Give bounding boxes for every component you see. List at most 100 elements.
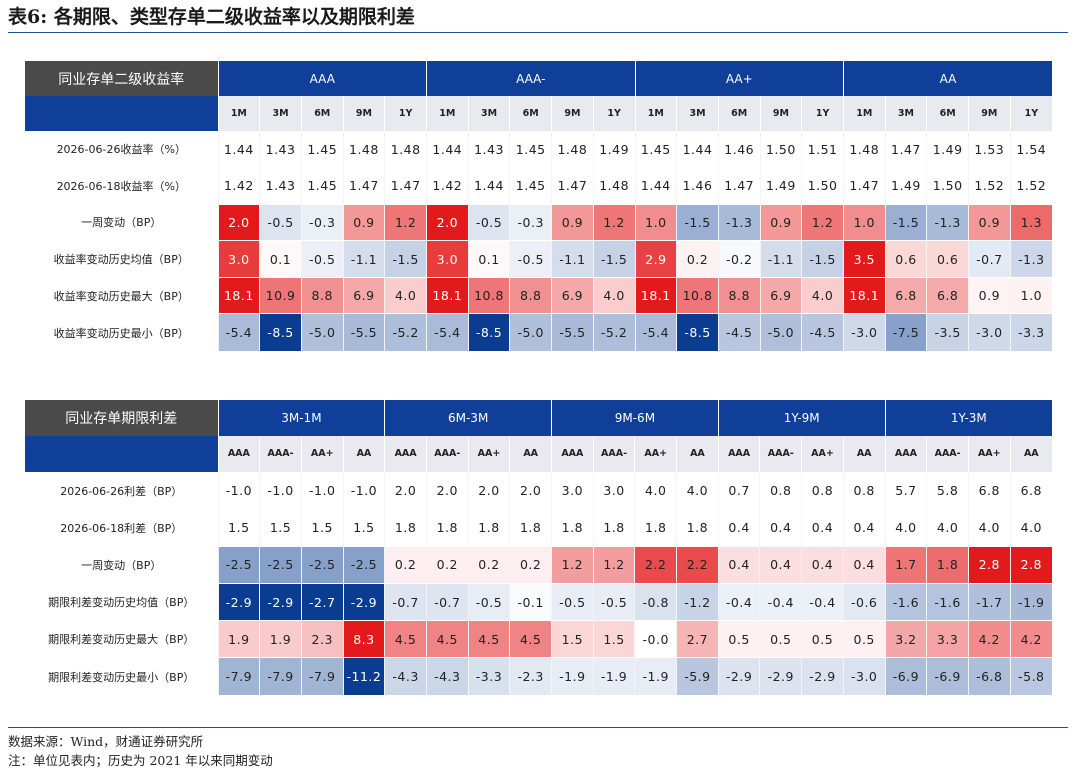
- yield-grid: 同业存单二级收益率 AAA AAA- AA+ AA 1M 3M 6M 9M 1Y 1M 3M 6M 9…: [25, 61, 1052, 351]
- column-header: 1M: [842, 96, 886, 131]
- table-cell: 4.5: [467, 620, 510, 658]
- table-cell: -3.0: [842, 313, 886, 351]
- table-cell: -0.3: [509, 203, 552, 241]
- title-rule: [8, 32, 1068, 33]
- table-row: 收益率变动历史均值（BP） 3.0 0.1 -0.5 -1.1 -1.5 3.0 0.1 -0.…: [25, 240, 1052, 278]
- column-header: AA+: [801, 436, 844, 472]
- table-cell: 1.8: [467, 508, 510, 547]
- row-label: 收益率变动历史均值（BP）: [25, 240, 219, 278]
- table-cell: -0.8: [634, 583, 677, 621]
- table-cell: 1.43: [259, 130, 302, 168]
- table-cell: 1.46: [717, 130, 761, 168]
- table-cell: 1.45: [300, 167, 344, 205]
- table-cell: 1.47: [342, 167, 385, 205]
- table-cell: 0.4: [759, 545, 802, 584]
- table-cell: -1.3: [717, 203, 761, 241]
- table-cell: 1.5: [259, 508, 302, 547]
- table-cell: 10.8: [676, 276, 719, 314]
- row-label: 收益率变动历史最小（BP）: [25, 313, 219, 351]
- row-label: 2026-06-18收益率（%）: [25, 167, 219, 205]
- spread-table-title: 同业存单期限利差: [25, 400, 219, 436]
- table-cell: 18.1: [634, 276, 677, 314]
- document-title: 表6: 各期限、类型存单二级收益率以及期限利差: [8, 6, 415, 28]
- group-header: 6M-3M: [384, 400, 552, 436]
- table-cell: 1.44: [426, 130, 469, 168]
- table-cell: -4.3: [425, 657, 469, 696]
- table-cell: 0.8: [842, 471, 886, 510]
- table-cell: 1.44: [217, 130, 260, 168]
- table-cell: -1.6: [884, 583, 927, 621]
- table-cell: -4.3: [384, 657, 427, 696]
- table-cell: -1.9: [551, 657, 594, 696]
- row-label: 期限利差变动历史最小（BP）: [25, 657, 219, 696]
- table-cell: 5.7: [884, 471, 927, 510]
- table-cell: -1.0: [259, 471, 302, 510]
- table-cell: 4.5: [509, 620, 552, 658]
- table-cell: 5.8: [926, 471, 969, 510]
- table-cell: 1.51: [801, 130, 844, 168]
- column-header: 6M: [300, 96, 344, 131]
- column-header: 1Y: [384, 96, 427, 131]
- table-cell: 1.47: [551, 167, 594, 205]
- table-row: 一周变动（BP） -2.5 -2.5 -2.5 -2.5 0.2 0.2 0.2 0.2 1.2 1…: [25, 545, 1052, 584]
- table-cell: 4.0: [384, 276, 427, 314]
- table-cell: 1.50: [759, 130, 802, 168]
- table-cell: -5.5: [551, 313, 594, 351]
- table-cell: -6.9: [926, 657, 969, 696]
- table-cell: 4.0: [884, 508, 927, 547]
- table-cell: 4.0: [967, 508, 1011, 547]
- table-cell: 0.4: [717, 508, 760, 547]
- table-cell: 2.8: [967, 545, 1011, 584]
- table-cell: 0.9: [551, 203, 594, 241]
- table-cell: 6.8: [884, 276, 927, 314]
- table-cell: -2.5: [342, 545, 385, 584]
- table-cell: 1.9: [259, 620, 302, 658]
- table-row: 一周变动（BP） 2.0 -0.5 -0.3 0.9 1.2 2.0 -0.5 -0.3 0.9 1…: [25, 203, 1052, 241]
- table-cell: -0.5: [509, 240, 552, 278]
- table-cell: 18.1: [842, 276, 886, 314]
- table-cell: -2.9: [342, 583, 385, 621]
- table-cell: 1.5: [592, 620, 635, 658]
- table-cell: 1.2: [384, 203, 427, 241]
- table-cell: 3.0: [426, 240, 469, 278]
- table-row: 2026-06-18收益率（%） 1.42 1.43 1.45 1.47 1.47 1.42…: [25, 167, 1052, 205]
- table-cell: -11.2: [342, 657, 385, 696]
- table-cell: -0.5: [551, 583, 594, 621]
- column-header: AA: [1009, 436, 1052, 472]
- column-header: 9M: [759, 96, 802, 131]
- row-label: 收益率变动历史最大（BP）: [25, 276, 219, 314]
- table-cell: -6.9: [884, 657, 927, 696]
- table-cell: 18.1: [426, 276, 469, 314]
- table-cell: -7.9: [300, 657, 344, 696]
- column-header: 3M: [884, 96, 927, 131]
- column-header: AAA: [884, 436, 927, 472]
- table-cell: 1.8: [926, 545, 969, 584]
- table-cell: -1.6: [926, 583, 969, 621]
- row-label: 一周变动（BP）: [25, 545, 219, 584]
- column-header: AAA: [551, 436, 594, 472]
- table-cell: 4.0: [926, 508, 969, 547]
- table-cell: 1.8: [384, 508, 427, 547]
- column-header: AA: [842, 436, 886, 472]
- table-cell: 1.0: [634, 203, 677, 241]
- column-header: AA: [509, 436, 552, 472]
- table-cell: -1.0: [217, 471, 260, 510]
- table-cell: -1.3: [1009, 240, 1052, 278]
- table-cell: 1.52: [1009, 167, 1052, 205]
- table-cell: 3.0: [592, 471, 635, 510]
- row-label: 期限利差变动历史均值（BP）: [25, 583, 219, 621]
- table-cell: -5.4: [426, 313, 469, 351]
- table-cell: 1.8: [425, 508, 469, 547]
- table-cell: -0.3: [300, 203, 344, 241]
- column-header: AAA: [217, 436, 260, 472]
- table-cell: -0.5: [467, 203, 510, 241]
- column-header: 1Y: [801, 96, 844, 131]
- table-cell: 1.48: [551, 130, 594, 168]
- table-cell: -5.8: [1009, 657, 1052, 696]
- yield-table-title: 同业存单二级收益率: [25, 61, 219, 96]
- table-cell: 8.8: [509, 276, 552, 314]
- spread-grid: 同业存单期限利差 3M-1M 6M-3M 9M-6M 1Y-9M 1Y-3M AAA AA…: [25, 400, 1052, 696]
- table-cell: -1.0: [342, 471, 385, 510]
- table-cell: 2.0: [426, 203, 469, 241]
- table-cell: 6.9: [759, 276, 802, 314]
